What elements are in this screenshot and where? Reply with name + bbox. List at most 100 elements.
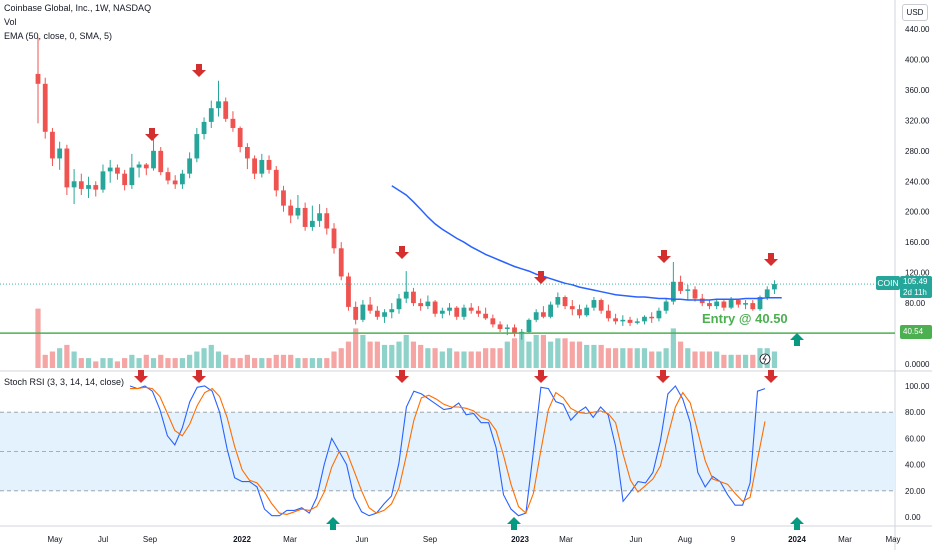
candle-body [692,289,698,299]
candle-body [772,284,777,290]
stoch-sell-arrow [134,370,148,383]
candle-body [418,303,424,307]
volume-bar [179,358,185,368]
price-tick-label: 160.00 [905,238,930,247]
time-tick-label: Jul [98,535,108,544]
volume-bar [172,358,178,368]
volume-bar [548,341,554,368]
candle-body [143,164,149,169]
stoch-sell-arrow [656,370,670,383]
ema-legend: EMA (50, close, 0, SMA, 5) [4,31,113,41]
candle-body [172,180,178,185]
candle-body [497,324,503,329]
volume-bar [208,344,214,368]
volume-bar [641,348,648,368]
volume-bar [64,344,70,368]
candle-body [468,307,474,311]
time-tick-label: Mar [838,535,852,544]
candle-body [721,301,727,308]
candle-body [678,281,683,291]
volume-bar [295,358,301,368]
candle-body [562,297,568,307]
candle-body [504,327,510,329]
volume-bar [288,354,294,368]
candle-body [158,150,164,173]
candle-body [454,307,460,317]
volume-bar [721,354,727,368]
candle-body [129,167,135,186]
candle-body [187,158,193,174]
volume-bar [656,351,662,368]
candle-body [194,134,200,159]
volume-bar [143,354,149,368]
volume-bar [150,358,157,368]
volume-bar [158,354,164,368]
price-tick-label: 320.00 [905,116,930,125]
volume-bar [360,335,366,368]
stoch-tick-label: 80.00 [905,408,926,417]
volume-bar [475,351,482,368]
volume-bar [129,354,135,368]
stoch-d-line [130,386,766,515]
last-price-value: 105.49 [903,277,928,286]
price-tick-label: 80.00 [905,299,926,308]
volume-bar [280,354,287,368]
candle-body [598,300,604,311]
candle-body [663,301,669,311]
candle-body [728,300,734,308]
volume-bar [410,341,417,368]
entry-annotation: Entry @ 40.50 [702,311,788,326]
volume-bar [425,348,431,368]
candle-body [136,164,142,168]
volume-bar [244,354,250,368]
candle-body [71,181,77,188]
stoch-buy-arrow [326,517,340,530]
stoch-tick-label: 60.00 [905,434,926,443]
volume-bar [194,351,200,368]
candle-body [577,309,582,316]
candle-body [389,309,395,313]
sell-signal-arrow [534,271,548,284]
time-tick-label: Jun [356,535,369,544]
volume-bar [353,328,359,368]
volume-bar [511,338,518,368]
volume-bar [620,348,626,368]
volume-bar [562,338,568,368]
candle-body [57,148,63,159]
time-tick-label: May [47,535,62,544]
candle-body [750,303,756,310]
volume-bar [663,348,669,368]
candle-body [223,101,229,119]
candle-body [714,301,720,307]
volume-bar [215,351,222,368]
candle-body [541,312,546,317]
volume-bar [446,348,453,368]
stoch-sell-arrow [395,370,409,383]
candle-body [476,310,481,314]
candle-body [620,319,626,322]
candle-body [439,310,445,314]
volume-bar [735,354,741,368]
volume-bar [692,351,698,368]
volume-bar [136,358,142,368]
currency-button[interactable]: USD [902,4,928,21]
volume-bar [519,331,525,368]
volume-bar [331,351,337,368]
volume-bar [259,358,265,368]
price-tick-label: 200.00 [905,208,930,217]
volume-bar [670,328,676,368]
volume-bar [418,344,424,368]
candle-body [259,159,265,174]
stoch-buy-arrow [507,517,521,530]
candle-body [78,181,84,189]
volume-bar [454,351,460,368]
candle-body [382,312,387,317]
candle-body [151,150,156,169]
volume-bar [107,358,113,368]
candle-body [605,310,611,319]
candle-body [50,131,55,159]
candle-body [425,301,431,307]
candle-body [764,289,770,297]
